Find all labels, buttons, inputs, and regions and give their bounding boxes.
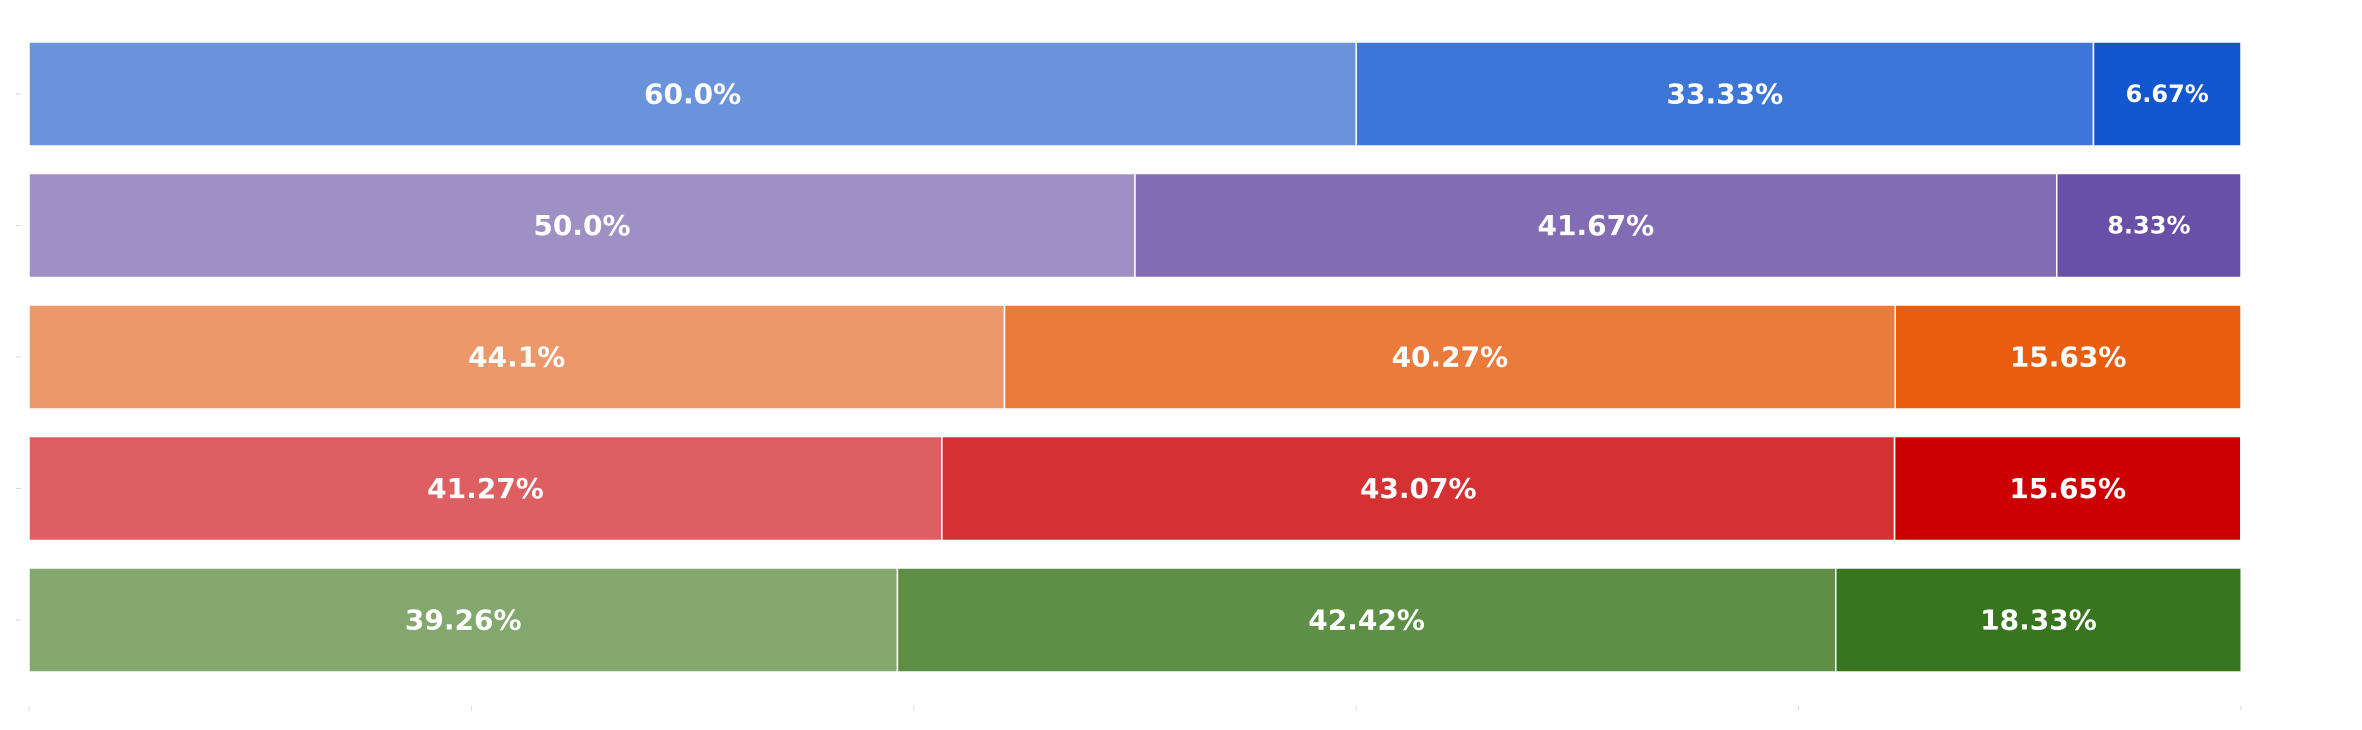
bar-segment-row4-seg3: [1893, 435, 2242, 542]
data-label-row4-seg1: 41.27%: [427, 472, 544, 505]
bar-segment-row5-seg1: [28, 567, 899, 673]
x-axis: [16, 93, 2242, 711]
data-label-row5-seg1: 39.26%: [405, 604, 522, 637]
bar-segment-row2-seg3: [2055, 172, 2242, 279]
bar-segment-row1-seg3: [2092, 41, 2242, 147]
data-label-row4-seg2: 43.07%: [1360, 472, 1477, 505]
bar-segment-row4-seg1: [28, 435, 943, 542]
data-label-row5-seg2: 42.42%: [1308, 604, 1425, 637]
labels-group: 60.0% 33.33% 6.67% 50.0% 41.67% 8.33% 44.1% 40.…: [405, 78, 2209, 637]
data-label-row4-seg3: 15.65%: [2009, 472, 2126, 505]
bar-segment-row3-seg3: [1894, 304, 2242, 410]
data-label-row1-seg3: 6.67%: [2126, 80, 2209, 108]
bar-segment-row3-seg2: [1003, 304, 1897, 410]
data-label-row5-seg3: 18.33%: [1980, 604, 2097, 637]
data-label-row3-seg3: 15.63%: [2010, 341, 2127, 374]
data-label-row2-seg2: 41.67%: [1538, 209, 1655, 242]
bar-segment-row2-seg1: [28, 172, 1136, 279]
data-label-row3-seg1: 44.1%: [468, 341, 565, 374]
data-label-row2-seg3: 8.33%: [2107, 212, 2190, 240]
bar-segment-row1-seg1: [28, 41, 1357, 147]
bar-segment-row3-seg1: [28, 304, 1006, 410]
bar-segment-row5-seg2: [896, 567, 1837, 673]
data-label-row3-seg2: 40.27%: [1392, 341, 1509, 374]
data-label-row1-seg2: 33.33%: [1667, 78, 1784, 111]
data-label-row2-seg1: 50.0%: [533, 209, 630, 242]
bar-segment-row5-seg3: [1835, 567, 2242, 673]
bars-group: [28, 41, 2242, 673]
bar-segment-row2-seg2: [1134, 172, 2058, 279]
bar-segment-row1-seg2: [1355, 41, 2095, 147]
data-label-row1-seg1: 60.0%: [644, 78, 741, 111]
